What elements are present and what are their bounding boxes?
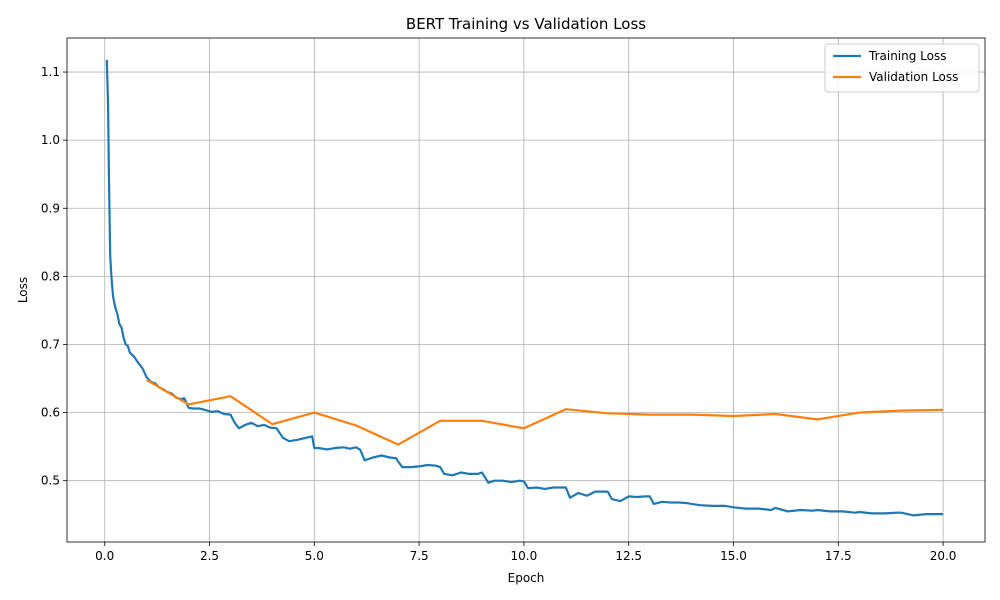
legend-box — [824, 43, 980, 93]
x-tick-label: 12.5 — [615, 549, 642, 563]
series-layer — [105, 59, 944, 517]
y-tick-label: 0.5 — [41, 474, 60, 488]
y-tick-label: 0.6 — [41, 406, 60, 420]
y-tick-label: 1.0 — [41, 133, 60, 147]
x-axis-label: Epoch — [508, 571, 545, 585]
y-tick-label: 0.7 — [41, 337, 60, 351]
legend-label-validation-loss: Validation Loss — [869, 70, 958, 84]
x-tick-label: 2.5 — [200, 549, 219, 563]
x-tick-label: 5.0 — [305, 549, 324, 563]
x-tick-label: 15.0 — [720, 549, 747, 563]
legend: Training Loss Validation Loss — [824, 43, 980, 93]
legend-label-training-loss: Training Loss — [868, 49, 946, 63]
plot-frame — [66, 37, 986, 543]
y-tick-label: 0.9 — [41, 201, 60, 215]
x-tick-label: 20.0 — [930, 549, 957, 563]
x-tick-label: 0.0 — [95, 549, 114, 563]
grid — [67, 38, 985, 542]
x-tick-label: 7.5 — [410, 549, 429, 563]
y-tick-label: 1.1 — [41, 65, 60, 79]
ticks: 0.0 2.5 5.0 7.5 10.0 12.5 15.0 17.5 20.0 0.5 0.6 0.… — [41, 65, 957, 563]
y-axis-label: Loss — [16, 277, 30, 303]
validation-loss-line — [146, 378, 944, 446]
y-tick-label: 0.8 — [41, 269, 60, 283]
chart-title: BERT Training vs Validation Loss — [406, 15, 646, 33]
x-tick-label: 17.5 — [825, 549, 852, 563]
x-tick-label: 10.0 — [511, 549, 538, 563]
